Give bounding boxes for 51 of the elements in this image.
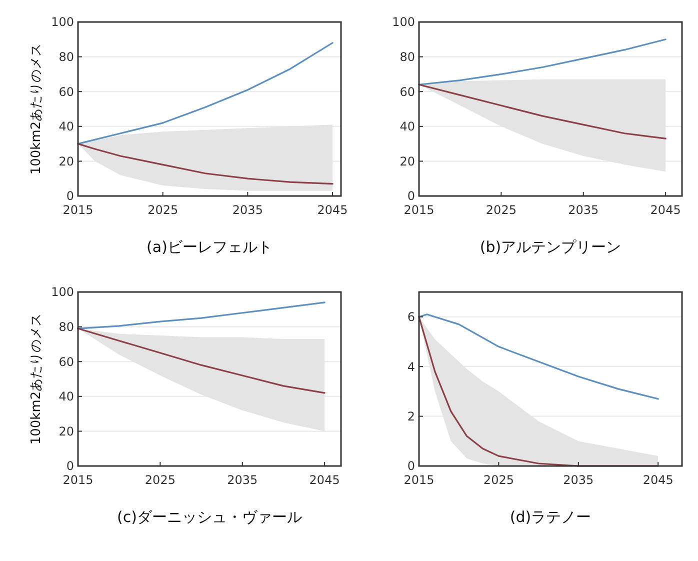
line-series — [418, 84, 666, 140]
line-series — [418, 314, 659, 400]
y-tick-label: 20 — [58, 424, 74, 438]
y-tick-label: 40 — [400, 120, 415, 134]
y-tick-label: 80 — [400, 50, 415, 64]
line-series — [77, 42, 334, 145]
y-axis-title: 100km2あたりのメス — [29, 43, 44, 175]
y-tick-label: 0 — [407, 189, 415, 204]
y-tick-label: 40 — [58, 120, 74, 134]
line-series — [77, 302, 326, 330]
y-tick-label: 60 — [400, 84, 415, 99]
text: (a)ビーレフェルト — [146, 238, 272, 256]
y-tick-label: 80 — [58, 50, 74, 64]
x-tick-label: 2035 — [232, 203, 263, 217]
y-tick-label: 100 — [51, 285, 74, 300]
y-tick-label: 20 — [58, 154, 74, 168]
x-tick-label: 2025 — [148, 203, 178, 217]
y-tick-label: 0 — [66, 459, 74, 474]
y-tick-label: 0 — [407, 459, 415, 474]
y-tick-label: 6 — [407, 310, 415, 324]
text: (c)ダーニッシュ・ヴァール — [117, 508, 302, 526]
y-tick-label: 20 — [400, 154, 415, 168]
line-series — [418, 38, 666, 86]
x-tick-label: 2045 — [650, 203, 681, 217]
x-tick-label: 2045 — [317, 203, 348, 217]
x-tick-label: 2015 — [62, 473, 94, 487]
x-tick-label: 2025 — [144, 473, 176, 487]
y-axis-title: 100km2あたりのメス — [29, 313, 44, 445]
x-tick-label: 2045 — [309, 473, 340, 487]
x-tick-label: 2035 — [227, 473, 258, 487]
y-tick-label: 4 — [407, 360, 415, 374]
y-tick-label: 80 — [58, 320, 74, 334]
y-tick-label: 0 — [66, 189, 74, 204]
y-tick-label: 60 — [58, 354, 74, 369]
line-series — [77, 328, 326, 394]
x-tick-label: 2015 — [62, 203, 94, 217]
y-tick-label: 100 — [392, 15, 415, 30]
x-tick-label: 2015 — [404, 473, 434, 487]
y-tick-label: 40 — [58, 390, 74, 404]
y-tick-label: 2 — [407, 409, 415, 424]
text: (b)アルテンプリーン — [480, 238, 622, 256]
x-tick-label: 2015 — [404, 203, 434, 217]
text: (d)ラテノー — [510, 508, 592, 526]
line-series — [77, 143, 334, 185]
y-tick-label: 100 — [51, 15, 74, 30]
x-tick-label: 2035 — [563, 473, 594, 487]
x-tick-label: 2045 — [642, 473, 674, 487]
x-tick-label: 2025 — [486, 203, 516, 217]
x-tick-label: 2035 — [568, 203, 599, 217]
x-tick-label: 2025 — [483, 473, 514, 487]
y-tick-label: 60 — [58, 84, 74, 99]
